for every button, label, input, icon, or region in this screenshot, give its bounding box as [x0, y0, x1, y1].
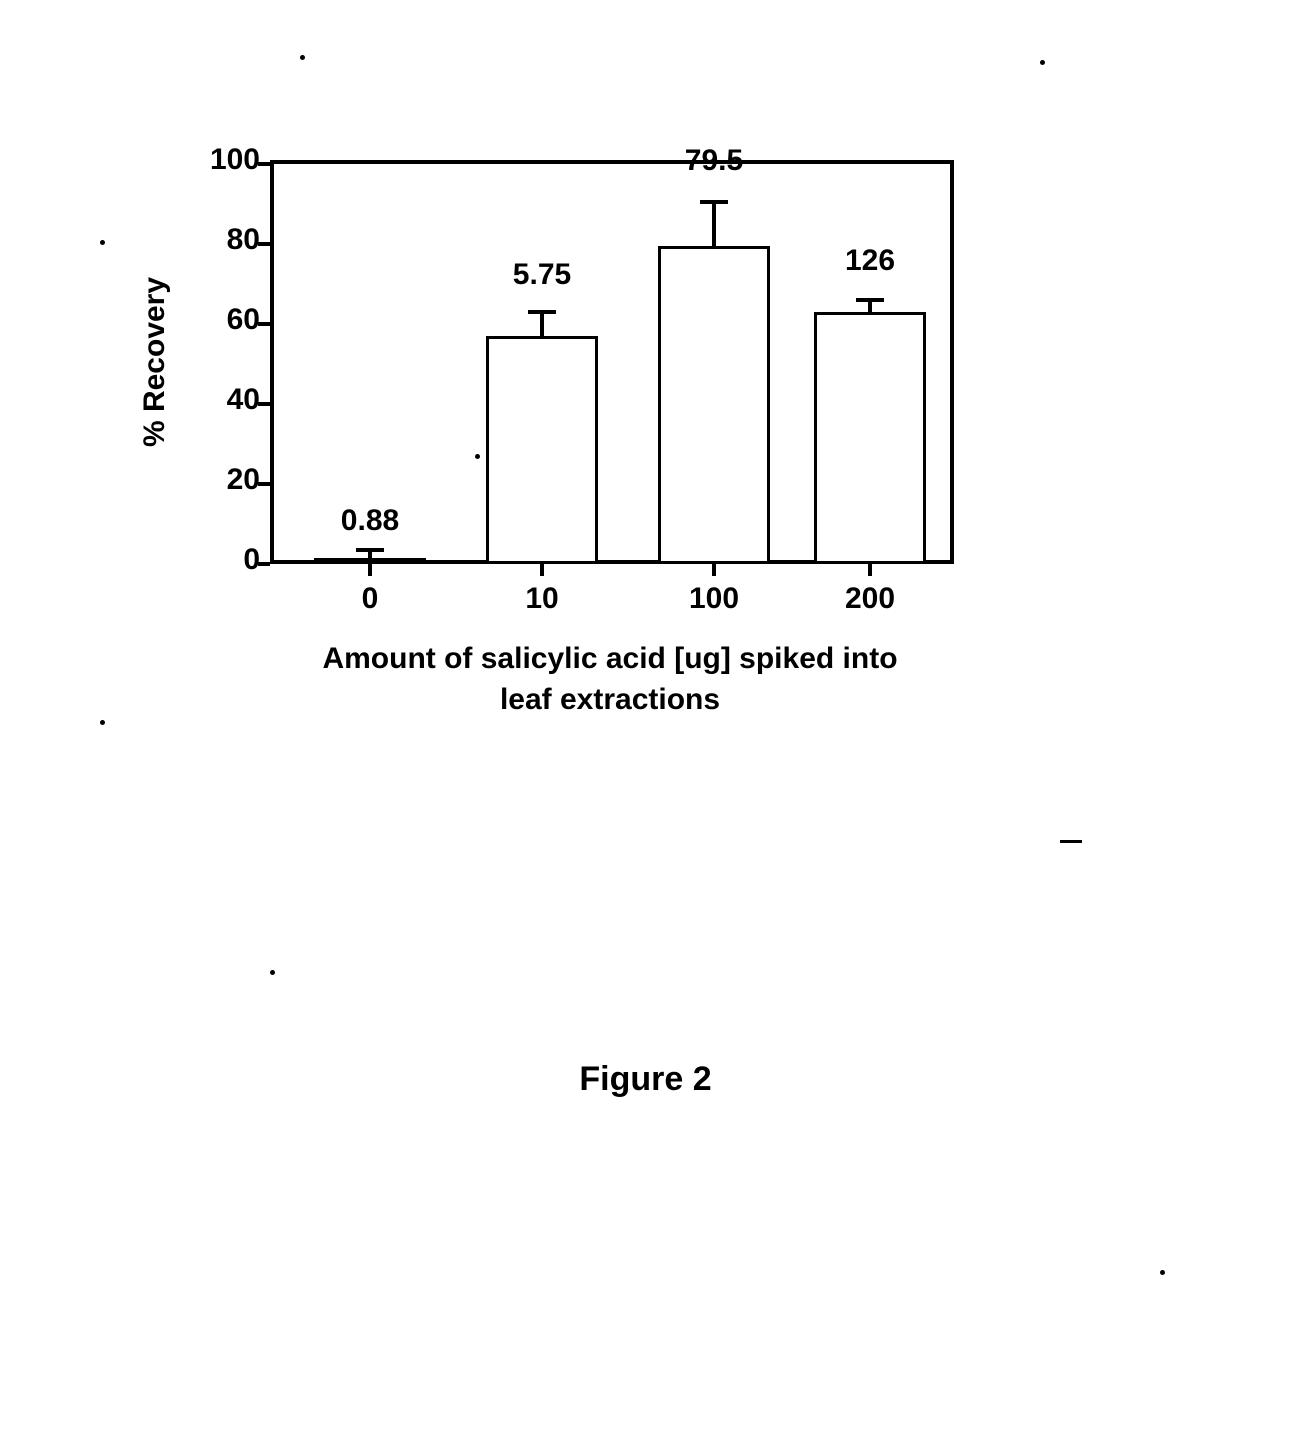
y-tick-label: 80: [227, 223, 260, 257]
x-tick-mark: [712, 564, 716, 576]
y-tick-label: 40: [227, 383, 260, 417]
x-tick-label: 10: [525, 582, 558, 616]
x-tick-mark: [540, 564, 544, 576]
bar-chart: % Recovery 020406080100 0.8805.751079.51…: [120, 160, 1040, 720]
x-tick-label: 100: [689, 582, 739, 616]
speckle: [1060, 840, 1082, 843]
error-bar-cap: [356, 548, 384, 552]
error-bar-cap: [528, 310, 556, 314]
x-tick-mark: [368, 564, 372, 576]
y-tick-mark: [258, 162, 270, 166]
bar: [658, 246, 770, 564]
speckle: [300, 55, 305, 60]
y-tick-label: 0: [243, 543, 260, 577]
x-axis-label-line1: Amount of salicylic acid [ug] spiked int…: [322, 642, 897, 675]
speckle: [1160, 1270, 1165, 1275]
error-bar-stem: [540, 312, 544, 336]
x-axis-label-line2: leaf extractions: [500, 683, 720, 716]
y-tick-label: 100: [210, 143, 260, 177]
bar-value-label: 5.75: [513, 258, 571, 292]
figure-caption: Figure 2: [0, 1060, 1291, 1099]
y-tick-mark: [258, 322, 270, 326]
y-tick-mark: [258, 242, 270, 246]
speckle: [475, 454, 480, 459]
bar: [814, 312, 926, 564]
speckle: [1040, 60, 1045, 65]
y-axis-label: % Recovery: [138, 277, 172, 447]
x-tick-label: 0: [362, 582, 379, 616]
page: % Recovery 020406080100 0.8805.751079.51…: [0, 0, 1291, 1436]
y-axis-line: [270, 164, 274, 564]
y-tick-mark: [258, 482, 270, 486]
x-tick-mark: [868, 564, 872, 576]
bar: [486, 336, 598, 564]
plot-area: 0.8805.751079.5100126200: [270, 160, 954, 564]
y-tick-labels: 020406080100: [190, 160, 270, 560]
y-tick-mark: [258, 402, 270, 406]
plot-row: % Recovery 020406080100 0.8805.751079.51…: [120, 160, 1040, 564]
speckle: [270, 970, 275, 975]
speckle: [100, 240, 105, 245]
x-tick-label: 200: [845, 582, 895, 616]
y-tick-label: 60: [227, 303, 260, 337]
y-tick-label: 20: [227, 463, 260, 497]
bar-value-label: 0.88: [341, 504, 399, 538]
y-axis-label-container: % Recovery: [120, 160, 190, 564]
error-bar-cap: [856, 298, 884, 302]
error-bar-stem: [712, 202, 716, 246]
bar-value-label: 126: [845, 244, 895, 278]
y-tick-mark: [258, 562, 270, 566]
bar-value-label: 79.5: [685, 144, 743, 178]
error-bar-cap: [700, 200, 728, 204]
speckle: [100, 720, 105, 725]
x-axis-label: Amount of salicylic acid [ug] spiked int…: [270, 639, 950, 720]
